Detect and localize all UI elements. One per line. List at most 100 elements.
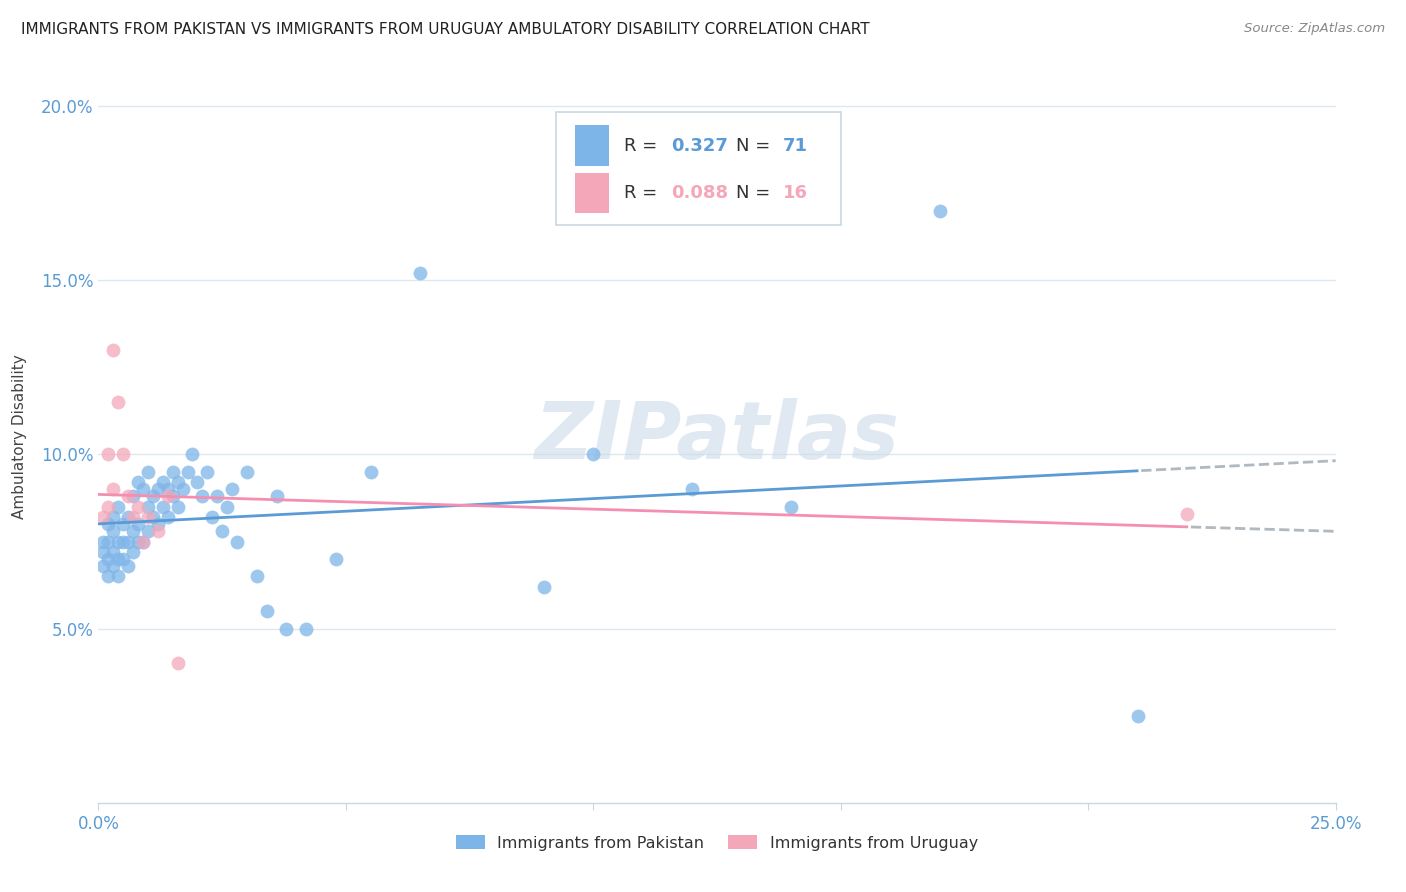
Point <box>156 489 179 503</box>
Text: 71: 71 <box>783 136 807 154</box>
Point <box>112 534 135 549</box>
Point <box>136 524 159 538</box>
Text: 0.327: 0.327 <box>671 136 728 154</box>
Point <box>122 510 145 524</box>
Point <box>132 534 155 549</box>
Point <box>533 580 555 594</box>
Point <box>97 517 120 532</box>
Point <box>226 534 249 549</box>
Point <box>103 483 125 497</box>
Point <box>582 448 605 462</box>
Point <box>1126 708 1149 723</box>
Point <box>780 500 803 514</box>
Point <box>152 475 174 490</box>
Point <box>107 395 129 409</box>
Point <box>117 534 139 549</box>
Point <box>166 500 188 514</box>
Point <box>107 569 129 583</box>
Point <box>156 483 179 497</box>
Point <box>127 517 149 532</box>
Point <box>97 569 120 583</box>
Point <box>93 534 115 549</box>
Point <box>93 510 115 524</box>
Point <box>217 500 239 514</box>
Point <box>117 510 139 524</box>
Point <box>132 483 155 497</box>
Point <box>132 534 155 549</box>
Point <box>409 266 432 280</box>
Point <box>142 510 165 524</box>
Point <box>136 465 159 479</box>
Text: Source: ZipAtlas.com: Source: ZipAtlas.com <box>1244 22 1385 36</box>
Point <box>166 475 188 490</box>
Text: 16: 16 <box>783 185 807 202</box>
Point <box>93 545 115 559</box>
Point <box>191 489 214 503</box>
Point <box>127 475 149 490</box>
Point <box>103 545 125 559</box>
Point <box>256 604 278 618</box>
Point <box>103 524 125 538</box>
Legend: Immigrants from Pakistan, Immigrants from Uruguay: Immigrants from Pakistan, Immigrants fro… <box>450 829 984 857</box>
Point <box>103 558 125 573</box>
Point <box>112 552 135 566</box>
Y-axis label: Ambulatory Disability: Ambulatory Disability <box>13 355 27 519</box>
Point <box>325 552 347 566</box>
Point <box>186 475 208 490</box>
Point <box>136 500 159 514</box>
Point <box>360 465 382 479</box>
Text: N =: N = <box>735 185 776 202</box>
Point <box>928 203 950 218</box>
Text: 0.088: 0.088 <box>671 185 728 202</box>
Point <box>201 510 224 524</box>
Point <box>127 534 149 549</box>
Text: R =: R = <box>624 185 664 202</box>
Point <box>295 622 318 636</box>
Point <box>122 489 145 503</box>
Point <box>162 489 184 503</box>
Point <box>221 483 243 497</box>
Point <box>107 500 129 514</box>
Point <box>97 534 120 549</box>
Point <box>156 510 179 524</box>
Point <box>97 500 120 514</box>
FancyBboxPatch shape <box>557 112 841 225</box>
Point <box>136 510 159 524</box>
Point <box>172 483 194 497</box>
FancyBboxPatch shape <box>575 173 609 213</box>
Point <box>162 465 184 479</box>
Text: N =: N = <box>735 136 776 154</box>
Text: R =: R = <box>624 136 664 154</box>
Point <box>112 517 135 532</box>
Point <box>107 552 129 566</box>
Point <box>246 569 269 583</box>
Point <box>681 483 703 497</box>
Point <box>97 552 120 566</box>
Point <box>266 489 288 503</box>
Point <box>146 524 169 538</box>
Point <box>112 448 135 462</box>
Point <box>107 534 129 549</box>
Point <box>122 524 145 538</box>
Text: ZIPatlas: ZIPatlas <box>534 398 900 476</box>
Point <box>211 524 233 538</box>
Point <box>166 657 188 671</box>
Point <box>117 558 139 573</box>
Text: IMMIGRANTS FROM PAKISTAN VS IMMIGRANTS FROM URUGUAY AMBULATORY DISABILITY CORREL: IMMIGRANTS FROM PAKISTAN VS IMMIGRANTS F… <box>21 22 870 37</box>
Point <box>152 500 174 514</box>
Point <box>117 489 139 503</box>
Point <box>142 489 165 503</box>
Point <box>103 343 125 357</box>
Point <box>1175 507 1198 521</box>
Point <box>176 465 198 479</box>
Point <box>146 483 169 497</box>
Point <box>205 489 228 503</box>
Point <box>93 558 115 573</box>
Point <box>146 517 169 532</box>
Point <box>122 545 145 559</box>
FancyBboxPatch shape <box>575 126 609 166</box>
Point <box>236 465 259 479</box>
Point <box>195 465 218 479</box>
Point <box>103 510 125 524</box>
Point <box>127 500 149 514</box>
